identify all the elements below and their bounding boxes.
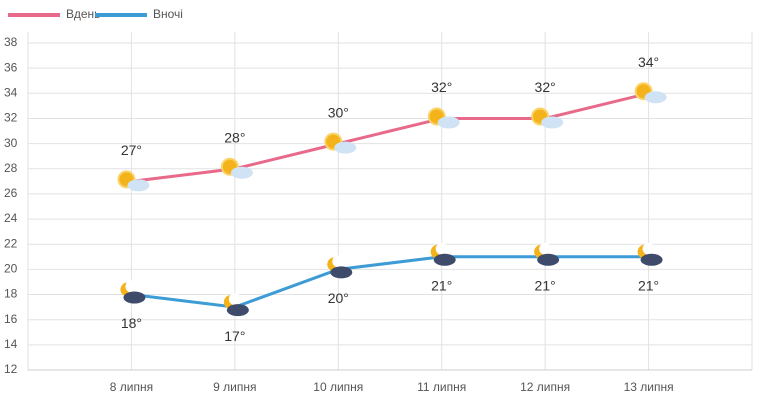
cloud <box>433 253 456 266</box>
value-label: 27° <box>121 142 142 158</box>
weather-icon <box>534 242 560 266</box>
moon-shade <box>539 242 552 255</box>
y-tick-label: 22 <box>4 236 18 250</box>
value-label: 34° <box>638 54 659 70</box>
value-label: 21° <box>431 278 452 294</box>
value-label: 32° <box>431 79 452 95</box>
value-label: 20° <box>328 290 349 306</box>
y-tick-label: 36 <box>4 60 18 74</box>
x-tick-label: 9 липня <box>213 380 256 394</box>
moon-shade <box>228 293 241 306</box>
y-tick-label: 28 <box>4 161 18 175</box>
value-label: 32° <box>535 79 556 95</box>
weather-icon <box>531 107 564 129</box>
moon-shade <box>435 242 448 255</box>
series-line <box>131 91 649 183</box>
y-tick-label: 24 <box>4 211 18 225</box>
value-label: 28° <box>224 129 245 145</box>
y-tick-label: 30 <box>4 136 18 150</box>
value-label: 21° <box>535 278 556 294</box>
x-tick-label: 10 липня <box>313 380 363 394</box>
y-tick-label: 34 <box>4 85 18 99</box>
weather-icon <box>427 107 460 129</box>
weather-icon <box>220 157 253 179</box>
value-label: 17° <box>224 328 245 344</box>
weather-icon <box>327 255 353 279</box>
y-tick-label: 20 <box>4 262 18 276</box>
legend-label: Вдень <box>66 7 100 21</box>
weather-icon <box>120 280 146 304</box>
weather-icon <box>634 82 667 104</box>
x-tick-label: 8 липня <box>110 380 153 394</box>
weather-icon <box>324 132 357 154</box>
cloud <box>537 253 560 266</box>
moon-shade <box>642 242 655 255</box>
moon-shade <box>125 280 138 293</box>
y-tick-label: 18 <box>4 287 18 301</box>
cloud <box>334 141 357 154</box>
cloud <box>541 116 564 129</box>
moon-shade <box>332 255 345 268</box>
x-tick-label: 11 липня <box>417 380 466 394</box>
value-label: 30° <box>328 104 349 120</box>
cloud <box>230 166 253 179</box>
cloud <box>226 304 249 317</box>
legend-label: Вночі <box>153 7 183 21</box>
x-tick-label: 13 липня <box>624 380 674 394</box>
series-line <box>131 255 649 309</box>
value-label: 21° <box>638 278 659 294</box>
cloud <box>123 291 146 304</box>
y-tick-label: 16 <box>4 312 18 326</box>
y-tick-label: 12 <box>4 362 18 376</box>
cloud <box>640 253 663 266</box>
weather-icon <box>117 170 150 192</box>
y-tick-label: 14 <box>4 337 18 351</box>
y-tick-label: 32 <box>4 111 18 125</box>
weather-icon <box>637 242 663 266</box>
cloud <box>644 91 667 104</box>
cloud <box>127 179 150 192</box>
weather-icon <box>430 242 456 266</box>
weather-icon <box>223 293 249 317</box>
y-tick-label: 26 <box>4 186 18 200</box>
x-tick-label: 12 липня <box>520 380 570 394</box>
cloud <box>330 266 353 279</box>
value-label: 18° <box>121 315 142 331</box>
cloud <box>437 116 460 129</box>
y-tick-label: 38 <box>4 35 18 49</box>
